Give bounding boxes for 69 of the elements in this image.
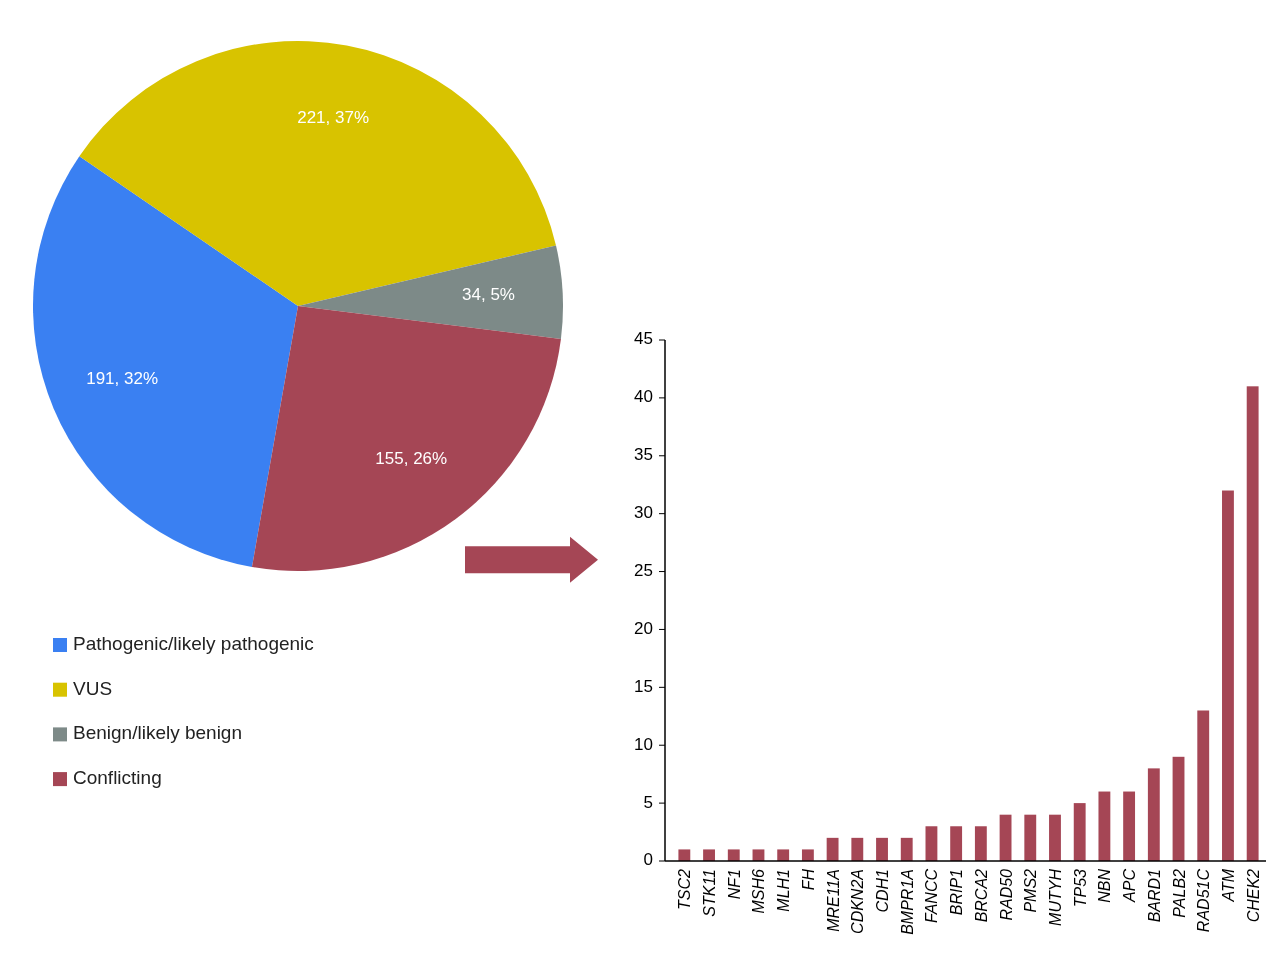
pie-slice bbox=[298, 245, 563, 340]
x-tick-label: MRE11A bbox=[824, 869, 842, 932]
x-tick-label: CDH1 bbox=[874, 869, 892, 913]
pie-slice bbox=[79, 41, 556, 306]
y-tick-label: 45 bbox=[634, 329, 653, 349]
x-tick-label: BMPR1A bbox=[898, 869, 916, 935]
x-tick-label: NF1 bbox=[725, 869, 743, 900]
x-tick-label: STK11 bbox=[701, 869, 719, 917]
y-tick-label: 30 bbox=[634, 503, 653, 523]
y-tick-label: 35 bbox=[634, 445, 653, 465]
bar bbox=[777, 849, 790, 861]
bar bbox=[950, 826, 963, 861]
y-tick-label: 0 bbox=[643, 850, 653, 870]
y-tick-label: 20 bbox=[634, 618, 653, 638]
bar bbox=[801, 849, 814, 861]
x-tick-label: PMS2 bbox=[1022, 868, 1040, 913]
x-tick-label: BRCA2 bbox=[972, 868, 990, 923]
data-label: 221, 37% bbox=[297, 107, 370, 127]
x-tick-label: RAD50 bbox=[997, 868, 1015, 921]
x-tick-label: CHEK2 bbox=[1244, 868, 1262, 923]
bar bbox=[876, 837, 888, 861]
bar bbox=[727, 849, 740, 861]
x-tick-label: MLH1 bbox=[775, 869, 793, 912]
bar bbox=[1024, 814, 1037, 861]
bar bbox=[974, 826, 987, 861]
x-tick-label: FANCC bbox=[923, 868, 941, 923]
x-tick-label: BARD1 bbox=[1145, 869, 1163, 923]
bar bbox=[851, 837, 864, 861]
x-tick-label: FH bbox=[799, 868, 817, 891]
bar bbox=[1197, 710, 1210, 861]
bar bbox=[703, 849, 715, 861]
data-label: 34, 5% bbox=[462, 285, 515, 305]
legend-label: Pathogenic/likely pathogenic bbox=[73, 633, 314, 655]
x-tick-label: TSC2 bbox=[676, 868, 694, 910]
bar bbox=[1246, 386, 1259, 861]
y-tick-label: 10 bbox=[634, 734, 653, 754]
bar bbox=[900, 837, 913, 861]
y-tick-label: 40 bbox=[634, 387, 653, 407]
y-tick-label: 15 bbox=[634, 676, 653, 696]
legend-label: VUS bbox=[73, 677, 113, 699]
bar bbox=[678, 849, 691, 861]
bar bbox=[1123, 791, 1136, 861]
data-label: 191, 32% bbox=[86, 369, 159, 389]
x-tick-label: APC bbox=[1121, 868, 1139, 903]
bar bbox=[1049, 814, 1061, 861]
bar bbox=[1222, 490, 1234, 861]
data-label: 155, 26% bbox=[375, 449, 448, 469]
bar bbox=[1172, 756, 1185, 861]
pie-slice bbox=[251, 306, 561, 571]
x-tick-label: ATM bbox=[1219, 868, 1237, 903]
y-tick-label: 5 bbox=[643, 792, 653, 812]
x-tick-label: TP53 bbox=[1071, 868, 1089, 908]
bar bbox=[925, 826, 938, 861]
x-tick-label: CDKN2A bbox=[849, 869, 867, 934]
x-tick-label: RAD51C bbox=[1195, 868, 1213, 933]
legend-label: Benign/likely benign bbox=[73, 722, 243, 744]
bar bbox=[1098, 791, 1111, 861]
bar bbox=[1147, 768, 1160, 861]
bar bbox=[999, 814, 1012, 861]
x-tick-label: NBN bbox=[1096, 868, 1114, 903]
bar bbox=[1073, 803, 1086, 861]
bar bbox=[826, 837, 839, 861]
x-tick-label: BRIP1 bbox=[948, 869, 966, 916]
x-tick-label: PALB2 bbox=[1170, 868, 1188, 918]
x-tick-label: MSH6 bbox=[750, 868, 768, 914]
pie-slice bbox=[33, 156, 298, 567]
x-tick-label: MUTYH bbox=[1046, 868, 1064, 926]
y-tick-label: 25 bbox=[634, 561, 653, 581]
legend-label: Conflicting bbox=[73, 767, 162, 789]
